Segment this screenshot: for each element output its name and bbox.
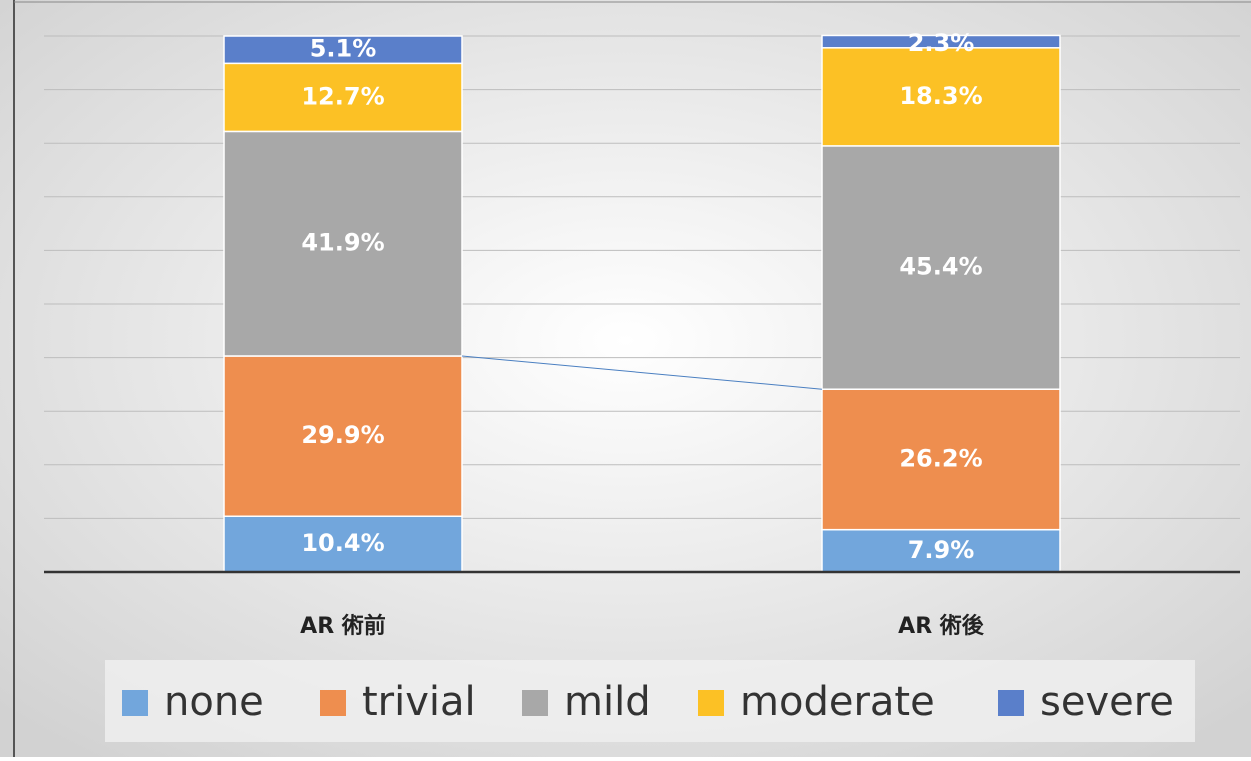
bar-segment	[223, 355, 463, 518]
value-label: 5.1%	[310, 35, 377, 63]
legend-label: trivial	[362, 679, 476, 725]
value-label: 18.3%	[899, 82, 982, 110]
value-label: 29.9%	[301, 421, 384, 449]
legend-label: severe	[1040, 679, 1174, 725]
legend-label: mild	[564, 679, 651, 725]
legend-swatch	[698, 690, 724, 716]
legend-swatch	[998, 690, 1024, 716]
value-label: 2.3%	[908, 29, 975, 57]
legend-label: moderate	[740, 679, 935, 725]
value-label: 10.4%	[301, 529, 384, 557]
bar-segment	[821, 47, 1061, 147]
bar-segment	[223, 515, 463, 573]
value-label: 26.2%	[899, 444, 982, 472]
legend-swatch	[320, 690, 346, 716]
bar-segment	[821, 145, 1061, 390]
value-label: 7.9%	[908, 536, 975, 564]
bar-segment	[223, 130, 463, 357]
legend-label: none	[164, 679, 264, 725]
value-label: 45.4%	[899, 253, 982, 281]
bar-segment	[223, 62, 463, 133]
legend-swatch	[522, 690, 548, 716]
series-line	[461, 355, 823, 390]
bar-segment	[223, 35, 463, 65]
legend-swatch	[122, 690, 148, 716]
value-label: 12.7%	[301, 82, 384, 110]
bar-segment	[821, 34, 1061, 49]
value-label: 41.9%	[301, 229, 384, 257]
x-tick-label: AR 術前	[300, 613, 386, 639]
x-tick-label: AR 術後	[898, 613, 985, 639]
